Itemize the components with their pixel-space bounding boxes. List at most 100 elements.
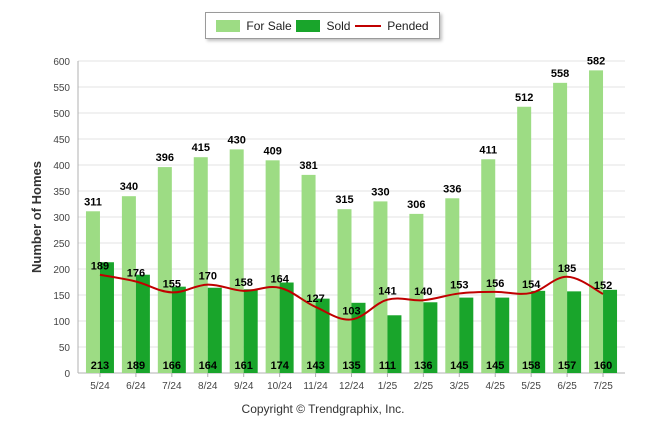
x-tick-label: 11/24 <box>303 381 328 392</box>
for-sale-data-label: 512 <box>515 92 533 104</box>
x-tick-label: 2/25 <box>414 381 434 392</box>
legend-label-sold: Sold <box>326 18 351 33</box>
x-tick-label: 10/24 <box>267 381 292 392</box>
bar-sold <box>531 290 546 373</box>
bar-for-sale <box>409 213 424 373</box>
bar-for-sale <box>337 209 352 373</box>
legend-item-pended[interactable]: Pended <box>355 18 429 33</box>
for-sale-data-label: 330 <box>371 186 389 198</box>
pended-data-label: 152 <box>594 280 612 292</box>
bar-for-sale <box>121 196 136 373</box>
for-sale-data-label: 409 <box>263 145 281 157</box>
y-tick-label: 450 <box>53 135 70 146</box>
copyright-text: Copyright © Trendgraphix, Inc. <box>241 402 405 416</box>
bar-for-sale <box>481 159 496 373</box>
sold-data-label: 136 <box>414 360 432 372</box>
pended-data-label: 127 <box>306 293 324 305</box>
y-tick-label: 200 <box>53 265 70 276</box>
for-sale-data-label: 430 <box>228 134 246 146</box>
bar-sold <box>135 274 150 373</box>
sold-data-label: 161 <box>235 360 253 372</box>
bar-for-sale <box>445 198 460 373</box>
legend-item-sold[interactable]: Sold <box>296 19 350 33</box>
pended-data-label: 155 <box>163 278 181 290</box>
bar-sold <box>495 297 510 373</box>
y-tick-label: 150 <box>53 291 70 302</box>
sold-data-label: 143 <box>306 360 324 372</box>
pended-data-label: 170 <box>199 271 217 283</box>
bar-sold <box>423 302 438 373</box>
x-tick-label: 4/25 <box>485 381 505 392</box>
bar-for-sale <box>517 106 532 373</box>
bar-for-sale <box>301 174 316 373</box>
sold-data-label: 145 <box>450 360 468 372</box>
pended-data-label: 140 <box>414 286 432 298</box>
bar-sold <box>315 298 330 373</box>
bar-sold <box>99 262 114 373</box>
chart-legend: For Sale Sold Pended <box>205 12 440 39</box>
for-sale-swatch <box>216 19 241 32</box>
pended-data-label: 141 <box>378 286 396 298</box>
for-sale-data-label: 396 <box>156 152 174 164</box>
x-tick-label: 8/24 <box>198 381 218 392</box>
pended-data-label: 103 <box>342 305 360 317</box>
legend-label-pended: Pended <box>387 18 429 33</box>
for-sale-data-label: 558 <box>551 68 569 80</box>
pended-data-label: 156 <box>486 278 504 290</box>
for-sale-data-label: 381 <box>299 160 317 172</box>
legend-label-for-sale: For Sale <box>246 18 292 33</box>
x-tick-label: 7/24 <box>162 381 182 392</box>
x-tick-label: 6/24 <box>126 381 146 392</box>
sold-data-label: 189 <box>127 360 145 372</box>
y-axis-title: Number of Homes <box>29 161 44 273</box>
for-sale-data-label: 411 <box>479 144 497 156</box>
sold-swatch <box>296 19 321 32</box>
y-tick-label: 50 <box>59 343 71 354</box>
bar-sold <box>387 315 402 373</box>
bar-for-sale <box>193 157 208 373</box>
x-tick-label: 12/24 <box>339 381 364 392</box>
for-sale-data-label: 340 <box>120 181 138 193</box>
y-tick-label: 250 <box>53 239 70 250</box>
x-tick-label: 6/25 <box>557 381 577 392</box>
bar-for-sale <box>553 82 568 373</box>
bar-for-sale <box>85 211 100 373</box>
y-tick-label: 600 <box>53 57 70 68</box>
sold-data-label: 111 <box>379 360 396 372</box>
pended-data-label: 154 <box>522 279 541 291</box>
pended-data-label: 185 <box>558 263 576 275</box>
x-tick-label: 7/25 <box>593 381 613 392</box>
bar-for-sale <box>157 167 172 373</box>
pended-data-label: 189 <box>91 261 109 273</box>
bar-sold <box>171 286 186 373</box>
y-tick-label: 300 <box>53 213 70 224</box>
bar-sold <box>567 291 582 373</box>
y-tick-label: 100 <box>53 317 70 328</box>
for-sale-data-label: 582 <box>587 55 605 67</box>
sold-data-label: 145 <box>486 360 504 372</box>
pended-line <box>99 273 604 321</box>
bar-sold <box>207 287 222 373</box>
y-tick-label: 550 <box>53 83 70 94</box>
bar-for-sale <box>589 70 604 374</box>
bar-sold <box>351 302 366 373</box>
bar-sold <box>279 282 294 373</box>
pended-data-label: 158 <box>235 277 253 289</box>
sold-data-label: 135 <box>342 360 360 372</box>
y-tick-label: 400 <box>53 161 70 172</box>
bar-sold <box>243 289 258 373</box>
x-tick-label: 3/25 <box>450 381 470 392</box>
bar-sold <box>603 289 618 373</box>
sold-data-label: 213 <box>91 360 109 372</box>
sold-data-label: 160 <box>594 360 612 372</box>
bar-for-sale <box>229 149 244 373</box>
for-sale-data-label: 311 <box>84 196 102 208</box>
for-sale-data-label: 336 <box>443 183 461 195</box>
bar-for-sale <box>373 201 388 373</box>
x-tick-label: 1/25 <box>378 381 398 392</box>
legend-item-for-sale[interactable]: For Sale <box>216 18 292 33</box>
y-tick-label: 500 <box>53 109 70 120</box>
pended-data-label: 176 <box>127 267 145 279</box>
for-sale-data-label: 415 <box>192 142 210 154</box>
